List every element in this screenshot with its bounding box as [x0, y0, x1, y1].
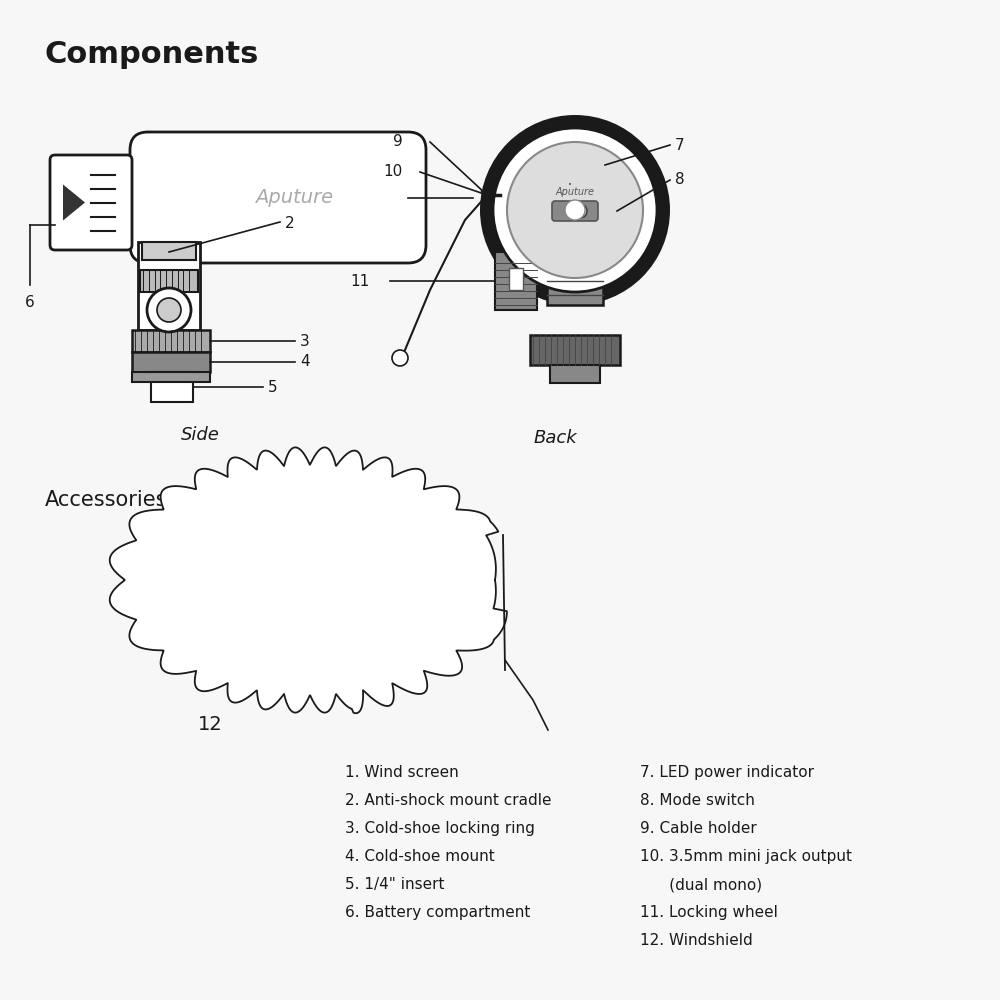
Text: 5. 1/4" insert: 5. 1/4" insert [345, 877, 444, 892]
Bar [138, 242, 200, 330]
Text: 2. Anti-shock mount cradle: 2. Anti-shock mount cradle [345, 793, 552, 808]
Bar [530, 335, 620, 365]
Text: Side: Side [181, 426, 219, 444]
FancyBboxPatch shape [130, 132, 426, 263]
Text: 8. Mode switch: 8. Mode switch [640, 793, 755, 808]
Text: 1: 1 [478, 190, 488, 205]
Circle shape [157, 298, 181, 322]
Bar [151, 372, 193, 402]
Text: Components: Components [45, 40, 259, 69]
Text: Aputure: Aputure [255, 188, 333, 207]
Circle shape [507, 142, 643, 278]
Text: 6: 6 [25, 295, 35, 310]
Polygon shape [110, 447, 507, 713]
Bar [509, 268, 523, 290]
Text: 3. Cold-shoe locking ring: 3. Cold-shoe locking ring [345, 821, 535, 836]
Text: (dual mono): (dual mono) [640, 877, 762, 892]
Text: 12: 12 [198, 716, 222, 734]
Text: •: • [568, 182, 572, 188]
FancyBboxPatch shape [552, 201, 598, 221]
Text: 9. Cable holder: 9. Cable holder [640, 821, 757, 836]
Text: 4: 4 [300, 355, 310, 369]
Circle shape [573, 204, 587, 218]
Bar [142, 242, 196, 260]
Text: 7. LED power indicator: 7. LED power indicator [640, 765, 814, 780]
Text: 5: 5 [268, 379, 278, 394]
Bar [495, 252, 537, 310]
Bar [140, 270, 198, 292]
Text: 12. Windshield: 12. Windshield [640, 933, 753, 948]
Text: Accessories: Accessories [45, 490, 168, 510]
Text: 10: 10 [383, 164, 402, 180]
Circle shape [493, 128, 657, 292]
Circle shape [392, 350, 408, 366]
Text: 9: 9 [393, 134, 403, 149]
Text: 3: 3 [300, 334, 310, 349]
Polygon shape [63, 184, 85, 221]
Text: 2: 2 [285, 217, 295, 232]
Text: 11. Locking wheel: 11. Locking wheel [640, 905, 778, 920]
Text: Back: Back [533, 429, 577, 447]
Circle shape [147, 288, 191, 332]
Text: 8: 8 [675, 172, 685, 188]
FancyBboxPatch shape [50, 155, 132, 250]
Bar [132, 330, 210, 352]
Circle shape [565, 200, 585, 220]
Circle shape [480, 115, 670, 305]
Bar [132, 352, 210, 372]
Text: 11: 11 [350, 273, 369, 288]
Text: 10. 3.5mm mini jack output: 10. 3.5mm mini jack output [640, 849, 852, 864]
Text: 4. Cold-shoe mount: 4. Cold-shoe mount [345, 849, 495, 864]
Text: Aputure: Aputure [556, 187, 594, 197]
Text: 6. Battery compartment: 6. Battery compartment [345, 905, 530, 920]
Bar [550, 365, 600, 383]
Bar [547, 250, 603, 305]
Text: 7: 7 [675, 137, 685, 152]
Bar [132, 372, 210, 382]
Text: 1. Wind screen: 1. Wind screen [345, 765, 459, 780]
